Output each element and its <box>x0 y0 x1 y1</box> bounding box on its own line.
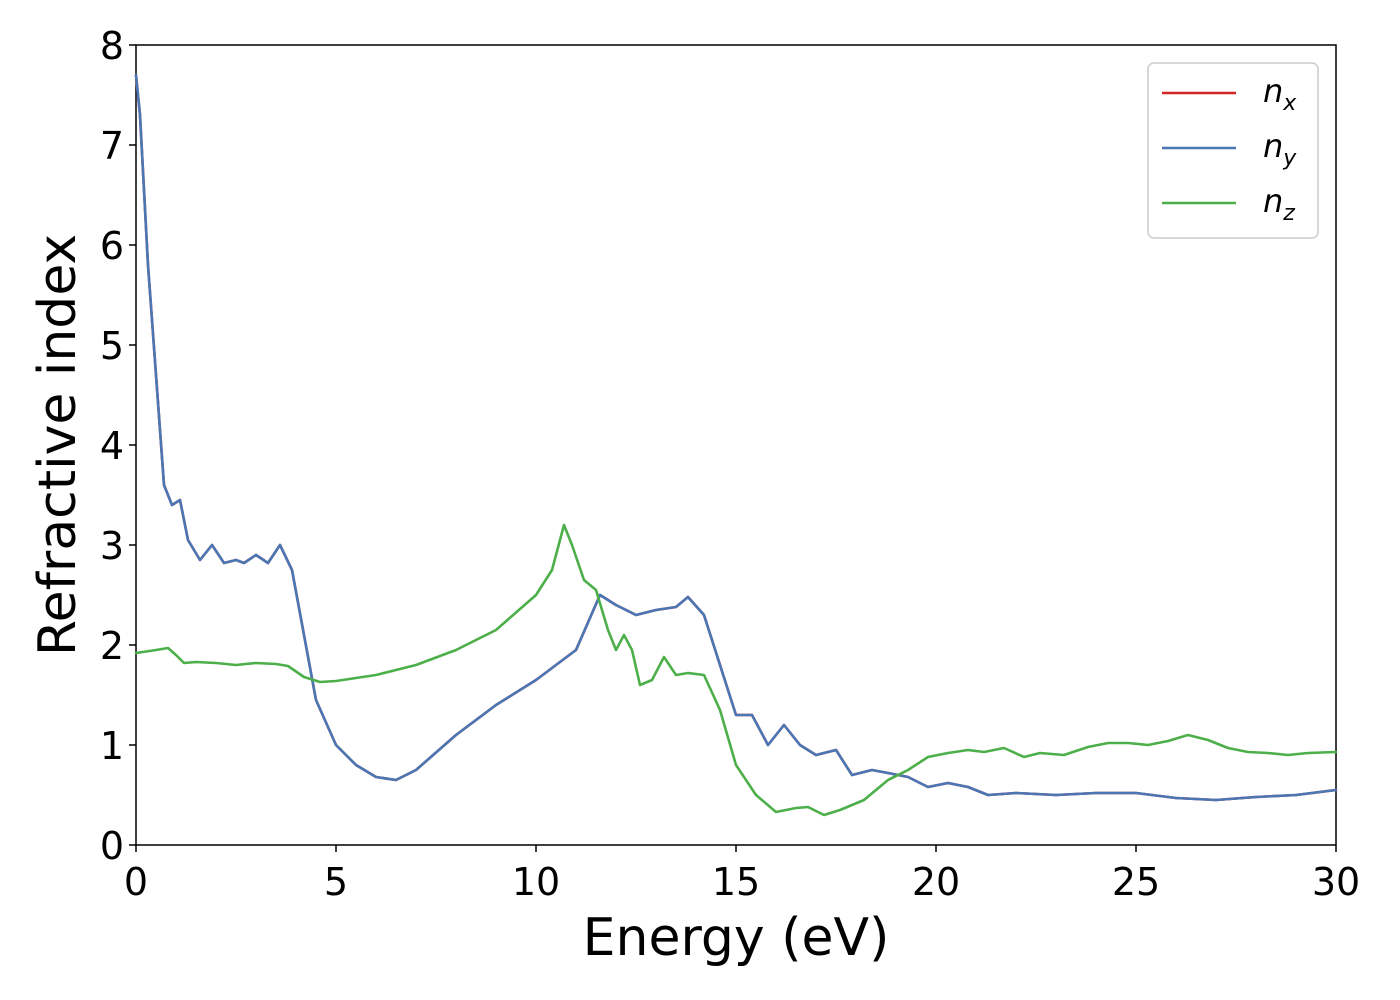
legend-label-main: n <box>1263 182 1283 220</box>
x-axis-title: Energy (eV) <box>583 908 890 968</box>
x-axis-ticks: 0 5 10 15 20 25 30 <box>124 845 1360 904</box>
series-line-z <box>134 523 1338 817</box>
y-axis-title: Refractive index <box>28 234 88 656</box>
series-layer <box>134 73 1338 817</box>
x-tick-label: 15 <box>712 860 760 904</box>
series-line-y <box>134 73 1338 802</box>
y-tick-label: 2 <box>100 624 124 668</box>
y-tick-label: 6 <box>100 224 124 268</box>
x-tick-label: 30 <box>1312 860 1360 904</box>
legend-label-main: n <box>1263 127 1283 165</box>
y-tick-label: 5 <box>100 324 124 368</box>
y-tick-label: 3 <box>100 524 124 568</box>
y-tick-label: 1 <box>100 724 124 768</box>
legend-label-z: nz <box>1263 182 1295 226</box>
legend-label-subscript: x <box>1282 91 1297 116</box>
x-tick-label: 10 <box>512 860 560 904</box>
x-tick-label: 0 <box>124 860 148 904</box>
y-tick-label: 8 <box>100 24 124 68</box>
legend-box <box>1147 62 1319 239</box>
x-tick-label: 20 <box>912 860 960 904</box>
legend-label-subscript: z <box>1282 201 1295 226</box>
legend-label-main: n <box>1263 72 1283 110</box>
y-axis-ticks: 0 1 2 3 4 5 6 7 8 <box>100 24 136 868</box>
legend-label-x: nx <box>1263 72 1297 116</box>
x-tick-label: 25 <box>1112 860 1160 904</box>
y-tick-label: 0 <box>100 824 124 868</box>
legend-label-y: ny <box>1263 127 1297 171</box>
x-tick-label: 5 <box>324 860 348 904</box>
y-tick-label: 7 <box>100 124 124 168</box>
legend-label-subscript: y <box>1282 146 1297 171</box>
y-tick-label: 4 <box>100 424 124 468</box>
